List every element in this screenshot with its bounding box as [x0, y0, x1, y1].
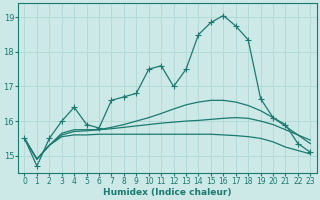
X-axis label: Humidex (Indice chaleur): Humidex (Indice chaleur) [103, 188, 232, 197]
